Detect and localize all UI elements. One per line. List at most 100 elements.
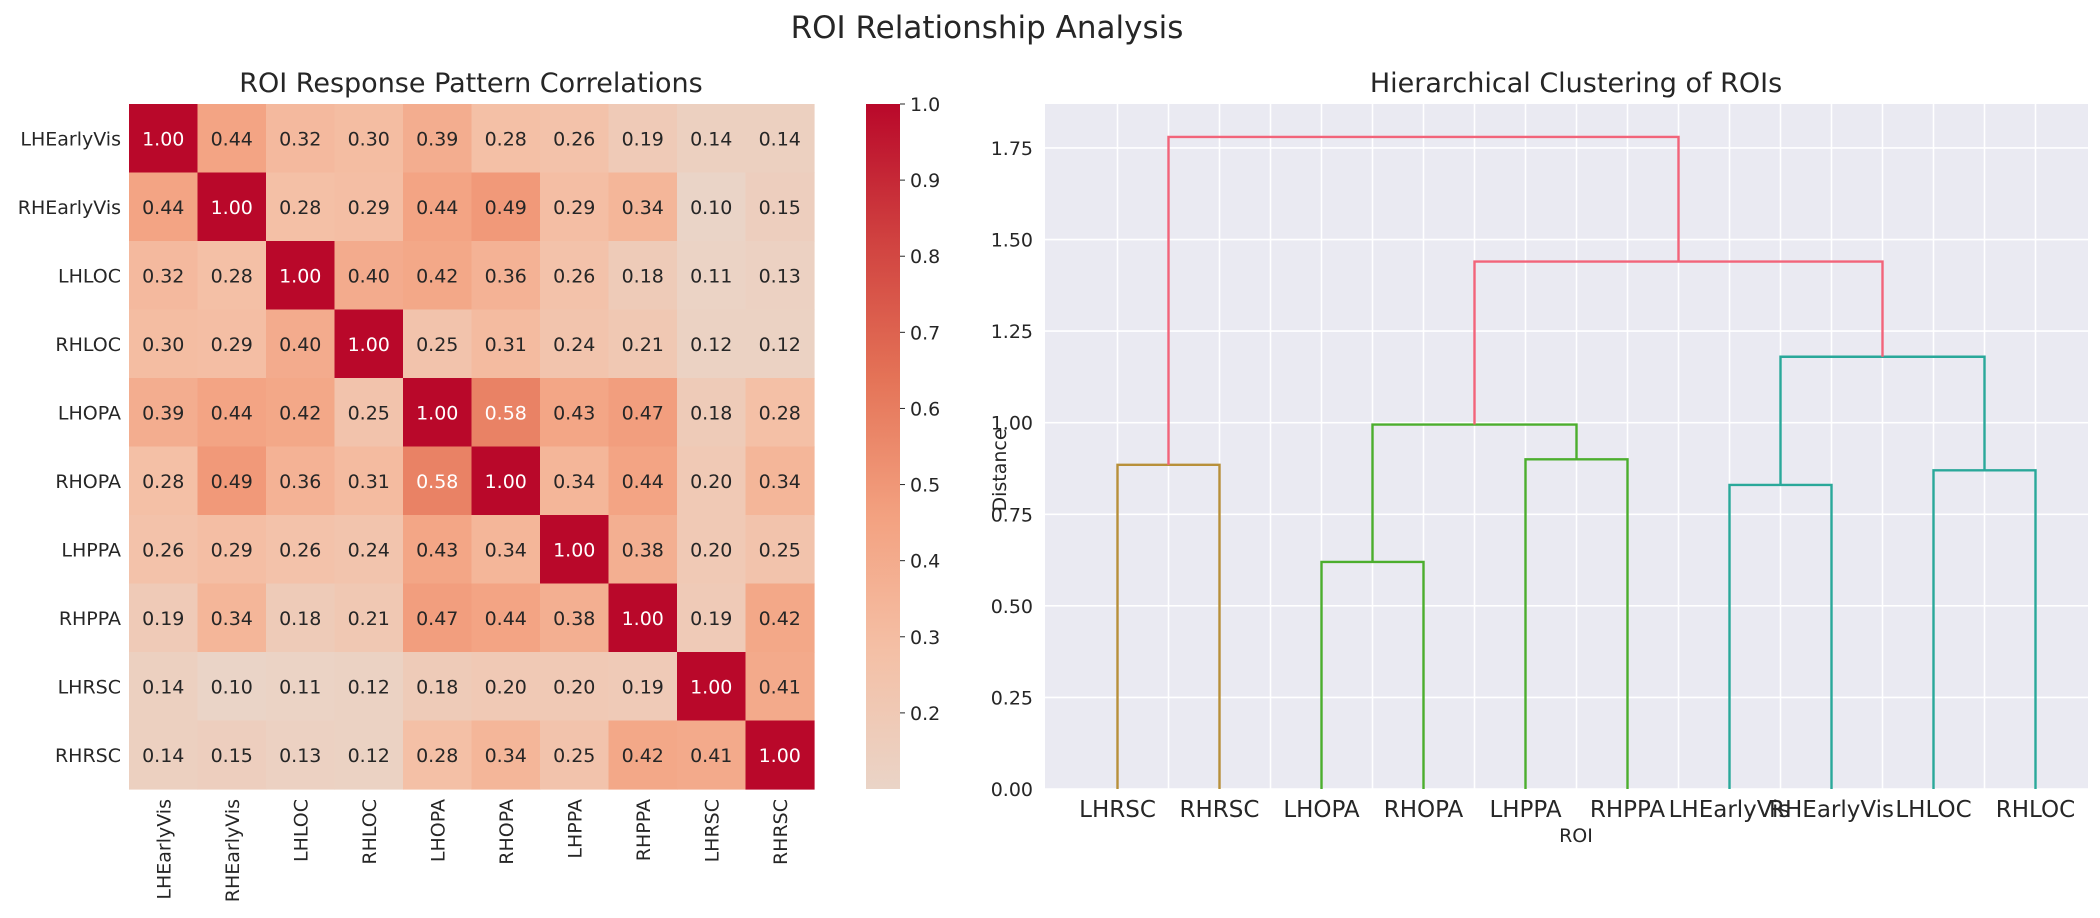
heatmap-cell-label: 0.43 [416,539,458,561]
heatmap-cell-label: 0.44 [211,128,253,150]
heatmap-cell-label: 0.44 [142,197,184,219]
heatmap-cell-label: 0.42 [416,265,458,287]
heatmap-cell [266,104,336,174]
heatmap-cell [540,446,610,516]
heatmap-cell-label: 0.44 [622,471,664,493]
heatmap-cell [677,378,747,448]
heatmap-cell-label: 1.00 [142,128,184,150]
heatmap-cell [129,652,199,722]
dendrogram-leaf-label: RHLOC [1996,797,2075,823]
heatmap-cell [540,309,610,379]
heatmap-cell-label: 0.40 [348,265,390,287]
heatmap-cell-label: 0.36 [279,471,321,493]
heatmap-cell [197,309,267,379]
dendrogram-ytick-label: 1.75 [991,138,1033,160]
heatmap-cell [197,378,267,448]
heatmap-cell [129,309,199,379]
dendrogram-ytick-label: 1.00 [991,413,1033,435]
heatmap-cell [197,515,267,585]
heatmap-cell-label: 0.25 [416,334,458,356]
heatmap-cell-label: 0.14 [142,745,184,767]
dendrogram-xlabel: ROI [1559,825,1593,847]
dendrogram-ytick-label: 1.25 [991,321,1033,343]
heatmap-col-label: LHRSC [701,799,723,862]
heatmap-cell [403,378,473,448]
heatmap-cell-label: 0.24 [348,539,390,561]
heatmap-cell [266,583,336,653]
heatmap-cell-label: 0.34 [211,608,253,630]
heatmap-cell-label: 0.21 [348,608,390,630]
heatmap-cell-label: 0.28 [485,128,527,150]
heatmap-row-label: RHEarlyVis [18,197,121,219]
heatmap-cell-label: 0.12 [348,745,390,767]
heatmap-cell-label: 0.32 [279,128,321,150]
heatmap-cell [677,309,747,379]
dendrogram-ytick-label: 0.00 [991,779,1033,801]
heatmap-cell-label: 1.00 [485,471,527,493]
heatmap-cell-label: 0.42 [622,745,664,767]
heatmap-cell-label: 0.38 [553,608,595,630]
heatmap-cell [745,446,815,516]
heatmap-cell [266,652,336,722]
heatmap-cell-label: 0.11 [279,676,321,698]
heatmap-cell [677,583,747,653]
colorbar-tick-label: 0.4 [910,551,940,573]
heatmap-cell [745,172,815,242]
dendrogram-leaf-label: LHEarlyVis [1669,797,1791,823]
heatmap-cell-label: 0.39 [416,128,458,150]
heatmap-row-label: RHRSC [55,745,121,767]
heatmap-row-label: RHPPA [59,608,121,630]
heatmap-cell-label: 0.20 [485,676,527,698]
heatmap-row-label: RHOPA [55,471,121,493]
heatmap-cell [608,583,678,653]
heatmap-cell [471,309,541,379]
heatmap-cell-label: 0.40 [279,334,321,356]
heatmap-cell-label: 0.26 [553,265,595,287]
heatmap-cell-label: 0.10 [690,197,732,219]
heatmap-cell-label: 0.15 [759,197,801,219]
colorbar-tick-label: 0.8 [910,246,940,268]
heatmap-cell-label: 1.00 [348,334,390,356]
heatmap-colorbar: 0.2 0.3 0.4 0.5 0.6 0.7 0.8 0.9 1.0 [866,94,940,789]
heatmap-cell-label: 0.49 [485,197,527,219]
heatmap-cell-label: 0.18 [416,676,458,698]
dendrogram-plot-area [1045,104,2088,789]
heatmap-cell-label: 0.28 [211,265,253,287]
heatmap-cell-label: 0.47 [622,402,664,424]
heatmap-cell [471,378,541,448]
heatmap-cell-label: 0.58 [485,402,527,424]
heatmap-cell-label: 0.19 [622,128,664,150]
heatmap-cell [677,446,747,516]
heatmap-col-label: RHLOC [359,799,381,865]
heatmap-cell [540,583,610,653]
heatmap-cell [129,446,199,516]
dendrogram-ytick-label: 0.50 [991,596,1033,618]
heatmap-cell [334,172,404,242]
heatmap-cell [403,309,473,379]
heatmap-cell [334,652,404,722]
dendrogram-ytick-label: 0.75 [991,504,1033,526]
heatmap-cell [745,583,815,653]
heatmap-cell [471,104,541,174]
heatmap-cell-label: 0.29 [211,334,253,356]
heatmap-cell-label: 0.11 [690,265,732,287]
heatmap-col-label: RHRSC [770,799,792,865]
heatmap-cell [540,515,610,585]
heatmap-row-label: LHRSC [58,676,121,698]
heatmap-cell-label: 0.14 [690,128,732,150]
heatmap-cell-label: 0.34 [759,471,801,493]
heatmap-cell [608,378,678,448]
heatmap-cell-label: 0.58 [416,471,458,493]
heatmap-cell-label: 0.31 [485,334,527,356]
dendrogram-leaf-label: RHOPA [1384,797,1464,823]
colorbar-tick-label: 0.9 [910,170,940,192]
heatmap-row-label: LHLOC [58,265,121,287]
heatmap-cell [745,515,815,585]
heatmap-row-label: LHOPA [58,402,121,424]
heatmap-cell-label: 0.26 [279,539,321,561]
heatmap-cell [129,104,199,174]
heatmap-cell [745,241,815,311]
correlation-heatmap: ROI Response Pattern Correlations 1.00 0.… [18,68,815,902]
heatmap-cell-label: 0.29 [348,197,390,219]
heatmap-cell [197,652,267,722]
